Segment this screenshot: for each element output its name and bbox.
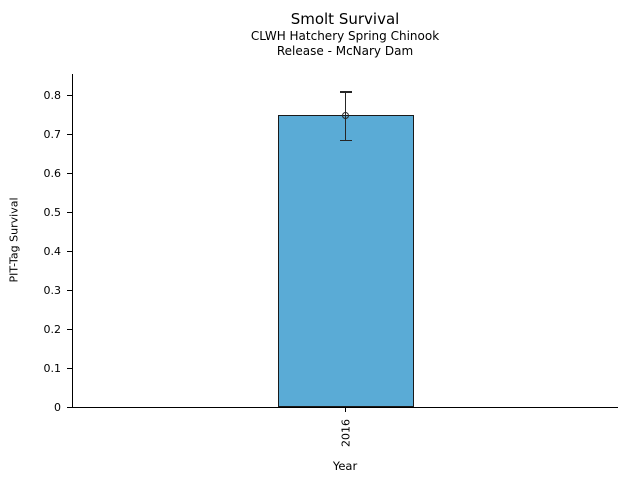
y-tick-mark [67,211,72,213]
y-tick-label: 0.4 [43,244,62,258]
x-tick-mark [345,407,346,412]
y-tick-label: 0 [54,400,61,414]
chart-subtitle-line1: CLWH Hatchery Spring Chinook [250,29,440,43]
y-tick-mark [67,367,72,369]
bar-2016 [277,115,414,407]
error-bar-cap-top [339,91,352,93]
x-tick-label: 2016 [339,419,352,447]
y-tick-mark [67,173,72,175]
chart-subtitle-line2: Release - McNary Dam [276,44,414,58]
chart-title: Smolt Survival [290,10,400,28]
point-marker-icon [342,111,349,119]
y-tick-label: 0.6 [43,167,62,181]
y-tick-label: 0.1 [43,361,62,375]
y-tick-mark [67,250,72,252]
x-axis-label: Year [332,459,358,473]
y-tick-label: 0.2 [43,322,62,336]
y-tick-label: 0.3 [43,283,62,297]
y-tick-label: 0.5 [43,205,62,219]
y-tick-label: 0.7 [43,128,62,142]
y-tick-mark [67,328,72,330]
y-tick-mark [67,289,72,291]
error-bar-cap-bottom [339,139,352,142]
y-tick-mark [67,95,72,97]
plot-area: 0 0.1 0.2 0.3 0.4 0.5 0.6 0.7 0.8 2016 [44,74,618,447]
y-tick-label: 0.8 [43,89,62,103]
y-tick-mark [67,134,72,136]
y-tick-mark [67,406,72,408]
